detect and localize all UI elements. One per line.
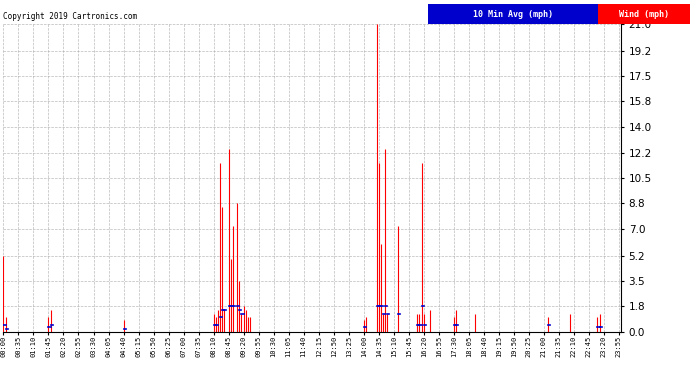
FancyBboxPatch shape [428,4,598,24]
Text: 10 Min Avg (mph): 10 Min Avg (mph) [473,10,553,18]
Text: Copyright 2019 Cartronics.com: Copyright 2019 Cartronics.com [3,12,137,21]
Text: Wind (mph): Wind (mph) [619,10,669,18]
Text: Wind Speed Actual and 10 Minute Average (24 Hours)  (New)  20190305: Wind Speed Actual and 10 Minute Average … [106,6,584,19]
FancyBboxPatch shape [598,4,690,24]
